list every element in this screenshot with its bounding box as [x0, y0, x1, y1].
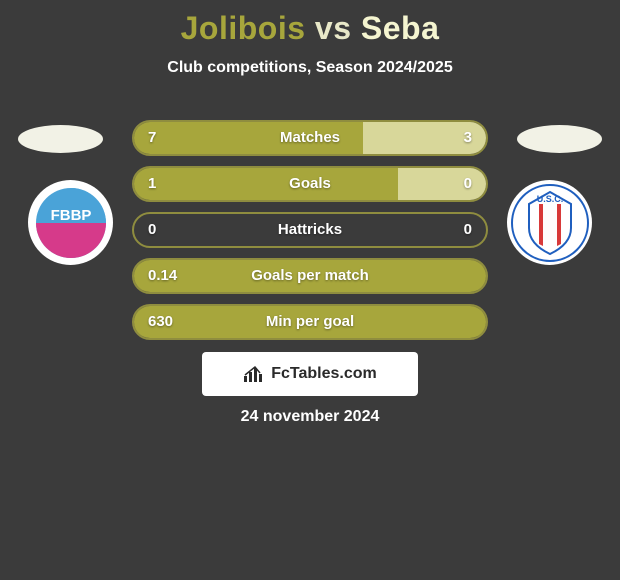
stat-label: Min per goal	[134, 306, 486, 338]
stat-row: 1Goals0	[132, 166, 488, 202]
fbbp-logo-icon: FBBP	[32, 184, 110, 262]
stat-label: Hattricks	[134, 214, 486, 246]
stat-value-right: 0	[464, 214, 472, 246]
page-title: Jolibois vs Seba	[0, 0, 620, 47]
club-logo-left: FBBP	[28, 180, 113, 265]
stat-row: 0Hattricks0	[132, 212, 488, 248]
club-logo-right: U.S.C.	[507, 180, 592, 265]
date-text: 24 november 2024	[0, 408, 620, 426]
stat-label: Matches	[134, 122, 486, 154]
stat-label: Goals	[134, 168, 486, 200]
branding-box: FcTables.com	[202, 352, 418, 396]
player1-name: Jolibois	[181, 10, 306, 46]
stat-value-right: 3	[464, 122, 472, 154]
stat-row: 7Matches3	[132, 120, 488, 156]
svg-text:FBBP: FBBP	[50, 207, 91, 224]
stat-value-right: 0	[464, 168, 472, 200]
player1-badge-oval	[18, 125, 103, 153]
stat-row: 0.14Goals per match	[132, 258, 488, 294]
subtitle: Club competitions, Season 2024/2025	[0, 59, 620, 77]
player2-badge-oval	[517, 125, 602, 153]
branding-text: FcTables.com	[271, 365, 377, 383]
player2-name: Seba	[361, 10, 439, 46]
usc-logo-icon: U.S.C.	[511, 184, 589, 262]
svg-text:U.S.C.: U.S.C.	[536, 194, 563, 204]
bar-chart-icon	[243, 365, 265, 383]
vs-text: vs	[315, 10, 352, 46]
stat-row: 630Min per goal	[132, 304, 488, 340]
comparison-bars: 7Matches31Goals00Hattricks00.14Goals per…	[132, 120, 488, 350]
stat-label: Goals per match	[134, 260, 486, 292]
